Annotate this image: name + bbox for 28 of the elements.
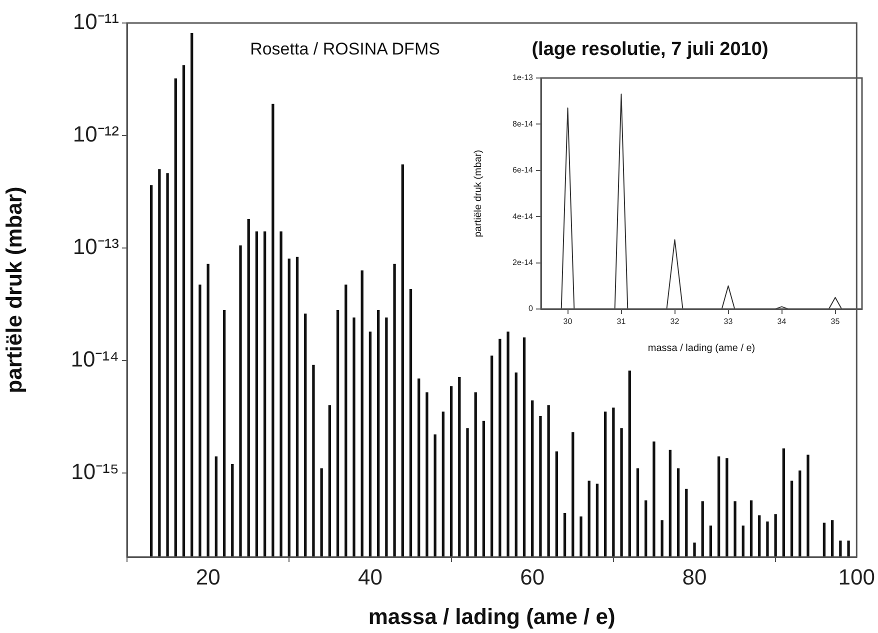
y-tick-label: 10⁻¹³ bbox=[72, 234, 119, 260]
annotation: Rosetta / ROSINA DFMS bbox=[250, 40, 440, 59]
x-tick-label: 80 bbox=[682, 564, 707, 590]
x-tick-label: 60 bbox=[520, 564, 545, 590]
y-tick-label: 4e-14 bbox=[512, 212, 534, 221]
y-tick-label: 10⁻¹¹ bbox=[72, 9, 119, 34]
x-tick-label: 100 bbox=[838, 564, 876, 590]
x-tick-label: 34 bbox=[777, 317, 787, 326]
y-tick-label: 10⁻¹⁵ bbox=[71, 459, 119, 484]
y-axis-title: partiële druk (mbar) bbox=[1, 186, 26, 394]
x-axis-title: massa / lading (ame / e) bbox=[648, 342, 756, 354]
x-tick-label: 30 bbox=[563, 317, 573, 326]
x-tick-label: 35 bbox=[830, 317, 840, 326]
y-tick-label: 6e-14 bbox=[512, 166, 534, 175]
annotation: (lage resolutie, 7 juli 2010) bbox=[532, 39, 768, 60]
x-tick-label: 40 bbox=[358, 564, 382, 590]
x-tick-label: 33 bbox=[724, 317, 734, 326]
y-axis-title: partiële druk (mbar) bbox=[472, 150, 484, 238]
y-tick-label: 8e-14 bbox=[512, 119, 534, 128]
y-tick-label: 0 bbox=[528, 304, 534, 314]
x-axis-title: massa / lading (ame / e) bbox=[368, 604, 616, 629]
y-tick-label: 10⁻¹⁴ bbox=[70, 346, 119, 372]
x-tick-label: 31 bbox=[616, 317, 626, 326]
y-tick-label: 10⁻¹² bbox=[72, 122, 119, 147]
x-tick-label: 32 bbox=[670, 317, 680, 326]
y-tick-label: 2e-14 bbox=[512, 258, 534, 268]
y-tick-label: 1e-13 bbox=[512, 73, 534, 82]
x-tick-label: 20 bbox=[196, 564, 220, 590]
